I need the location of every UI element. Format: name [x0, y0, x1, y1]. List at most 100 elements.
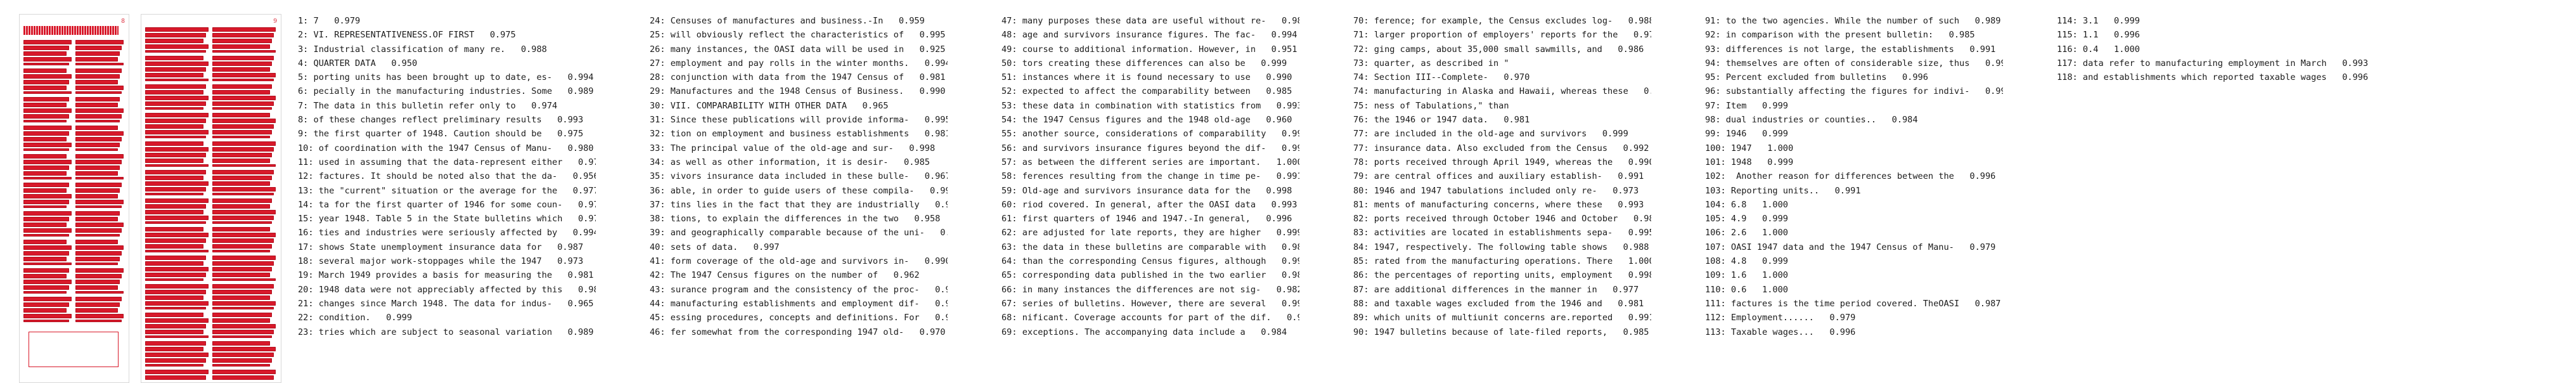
- ocr-line[interactable]: 92: in comparison with the present bulle…: [1705, 30, 1975, 41]
- ocr-line[interactable]: 64: than the corresponding Census figure…: [1001, 256, 1299, 267]
- ocr-line[interactable]: 50: tors creating these differences can …: [1001, 58, 1287, 68]
- page-thumbnail-left[interactable]: 8: [19, 14, 129, 383]
- ocr-line[interactable]: 30: VII. COMPARABILITY WITH OTHER DATA 0…: [650, 100, 889, 111]
- ocr-line[interactable]: 28: conjunction with data from the 1947 …: [650, 72, 946, 83]
- ocr-line[interactable]: 39: and geographically comparable becaus…: [650, 228, 948, 238]
- ocr-line[interactable]: 96: substantially affecting the figures …: [1705, 86, 2003, 97]
- ocr-line[interactable]: 9: the first quarter of 1948. Caution sh…: [298, 129, 584, 140]
- ocr-line[interactable]: 65: corresponding data published in the …: [1001, 270, 1299, 281]
- ocr-line[interactable]: 115: 1.1 0.996: [2057, 30, 2140, 41]
- ocr-line[interactable]: 85: rated from the manufacturing operati…: [1353, 256, 1651, 267]
- ocr-line[interactable]: 48: age and survivors insurance figures.…: [1001, 30, 1298, 41]
- ocr-line[interactable]: 42: The 1947 Census figures on the numbe…: [650, 270, 920, 281]
- ocr-line[interactable]: 44: manufacturing establishments and emp…: [650, 298, 948, 309]
- ocr-line[interactable]: 79: are central offices and auxiliary es…: [1353, 171, 1644, 182]
- ocr-line[interactable]: 45: essing procedures, concepts and defi…: [650, 313, 948, 323]
- ocr-line[interactable]: 73: quarter, as described in ": [1353, 58, 1509, 68]
- ocr-line[interactable]: 54: the 1947 Census figures and the 1948…: [1001, 115, 1292, 126]
- ocr-line[interactable]: 111: factures is the time period covered…: [1705, 298, 2001, 309]
- ocr-line[interactable]: 114: 3.1 0.999: [2057, 16, 2140, 26]
- ocr-line[interactable]: 1: 7 0.979: [298, 16, 361, 26]
- ocr-line[interactable]: 22: condition. 0.999: [298, 313, 413, 323]
- ocr-line[interactable]: 97: Item 0.999: [1705, 100, 1788, 111]
- ocr-line[interactable]: 49: course to additional information. Ho…: [1001, 44, 1298, 55]
- ocr-line[interactable]: 52: expected to affect the comparability…: [1001, 86, 1292, 97]
- ocr-line[interactable]: 12: factures. It should be noted also th…: [298, 171, 596, 182]
- ocr-line[interactable]: 11: used in assuming that the data-repre…: [298, 157, 596, 167]
- ocr-line[interactable]: 4: QUARTER DATA 0.950: [298, 58, 418, 68]
- ocr-line[interactable]: 7: The data in this bulletin refer only …: [298, 100, 558, 111]
- ocr-line[interactable]: 5: porting units has been brought up to …: [298, 72, 594, 83]
- ocr-line[interactable]: 81: ments of manufacturing concerns, whe…: [1353, 199, 1644, 210]
- ocr-line[interactable]: 24: Censuses of manufactures and busines…: [650, 16, 925, 26]
- ocr-line[interactable]: 88: and taxable wages excluded from the …: [1353, 298, 1644, 309]
- ocr-line[interactable]: 38: tions, to explain the differences in…: [650, 214, 941, 224]
- ocr-line[interactable]: 118: and establishments which reported t…: [2057, 72, 2369, 83]
- ocr-line[interactable]: 43: surance program and the consistency …: [650, 284, 948, 295]
- ocr-line[interactable]: 18: several major work-stoppages while t…: [298, 256, 584, 267]
- ocr-line[interactable]: 75: ness of Tabulations," than: [1353, 100, 1509, 111]
- ocr-line[interactable]: 109: 1.6 1.000: [1705, 270, 1788, 281]
- ocr-line[interactable]: 66: in many instances the differences ar…: [1001, 284, 1299, 295]
- ocr-line[interactable]: 27: employment and pay rolls in the wint…: [650, 58, 948, 68]
- ocr-line[interactable]: 90: 1947 bulletins because of late-filed…: [1353, 327, 1649, 337]
- ocr-line[interactable]: 17: shows State unemployment insurance d…: [298, 242, 584, 252]
- ocr-line[interactable]: 74: Section III--Complete- 0.970: [1353, 72, 1530, 83]
- ocr-line[interactable]: 20: 1948 data were not appreciably affec…: [298, 284, 596, 295]
- ocr-line[interactable]: 102: Another reason for differences betw…: [1705, 171, 1996, 182]
- ocr-line[interactable]: 105: 4.9 0.999: [1705, 214, 1788, 224]
- ocr-line[interactable]: 70: ference; for example, the Census exc…: [1353, 16, 1651, 26]
- ocr-line[interactable]: 10: of coordination with the 1947 Census…: [298, 143, 594, 153]
- ocr-line[interactable]: 8: of these changes reflect preliminary …: [298, 115, 584, 126]
- ocr-line[interactable]: 33: The principal value of the old-age a…: [650, 143, 936, 153]
- ocr-line[interactable]: 53: these data in combination with stati…: [1001, 100, 1299, 111]
- ocr-line[interactable]: 110: 0.6 1.000: [1705, 284, 1788, 295]
- ocr-line[interactable]: 3: Industrial classification of many re.…: [298, 44, 547, 55]
- ocr-line[interactable]: 82: ports received through October 1946 …: [1353, 214, 1651, 224]
- ocr-line[interactable]: 62: are adjusted for late reports, they …: [1001, 228, 1299, 238]
- ocr-line[interactable]: 2: VI. REPRESENTATIVENESS.OF FIRST 0.975: [298, 30, 516, 41]
- ocr-line[interactable]: 77: insurance data. Also excluded from t…: [1353, 143, 1649, 153]
- ocr-line[interactable]: 31: Since these publications will provid…: [650, 115, 948, 126]
- ocr-line[interactable]: 100: 1947 1.000: [1705, 143, 1794, 153]
- ocr-line[interactable]: 51: instances where it is found necessar…: [1001, 72, 1292, 83]
- ocr-line[interactable]: 107: OASI 1947 data and the 1947 Census …: [1705, 242, 1996, 252]
- ocr-line[interactable]: 117: data refer to manufacturing employm…: [2057, 58, 2369, 68]
- ocr-line[interactable]: 13: the "current" situation or the avera…: [298, 185, 596, 196]
- ocr-line[interactable]: 95: Percent excluded from bulletins 0.99…: [1705, 72, 1928, 83]
- ocr-line[interactable]: 93: differences is not large, the establ…: [1705, 44, 1996, 55]
- ocr-line[interactable]: 67: series of bulletins. However, there …: [1001, 298, 1299, 309]
- ocr-line[interactable]: 29: Manufactures and the 1948 Census of …: [650, 86, 946, 97]
- ocr-line[interactable]: 14: ta for the first quarter of 1946 for…: [298, 199, 596, 210]
- ocr-line[interactable]: 68: nificant. Coverage accounts for part…: [1001, 313, 1299, 323]
- ocr-line[interactable]: 104: 6.8 1.000: [1705, 199, 1788, 210]
- ocr-line[interactable]: 23: tries which are subject to seasonal …: [298, 327, 594, 337]
- ocr-line[interactable]: 16: ties and industries were seriously a…: [298, 228, 596, 238]
- ocr-line[interactable]: 99: 1946 0.999: [1705, 129, 1788, 140]
- ocr-line[interactable]: 76: the 1946 or 1947 data. 0.981: [1353, 115, 1530, 126]
- ocr-line[interactable]: 101: 1948 0.999: [1705, 157, 1794, 167]
- ocr-line[interactable]: 106: 2.6 1.000: [1705, 228, 1788, 238]
- ocr-line[interactable]: 37: tins lies in the fact that they are …: [650, 199, 948, 210]
- ocr-line[interactable]: 21: changes since March 1948. The data f…: [298, 298, 594, 309]
- ocr-line[interactable]: 108: 4.8 0.999: [1705, 256, 1788, 267]
- ocr-line[interactable]: 80: 1946 and 1947 tabulations included o…: [1353, 185, 1639, 196]
- ocr-line[interactable]: 113: Taxable wages... 0.996: [1705, 327, 1856, 337]
- ocr-line[interactable]: 32: tion on employment and business esta…: [650, 129, 948, 140]
- ocr-line[interactable]: 86: the percentages of reporting units, …: [1353, 270, 1651, 281]
- ocr-line[interactable]: 63: the data in these bulletins are comp…: [1001, 242, 1299, 252]
- ocr-line[interactable]: 74: manufacturing in Alaska and Hawaii, …: [1353, 86, 1651, 97]
- ocr-line[interactable]: 98: dual industries or counties.. 0.984: [1705, 115, 1918, 126]
- ocr-line[interactable]: 72: ging camps, about 35,000 small sawmi…: [1353, 44, 1644, 55]
- ocr-line[interactable]: 69: exceptions. The accompanying data in…: [1001, 327, 1287, 337]
- ocr-line[interactable]: 58: ferences resulting from the change i…: [1001, 171, 1299, 182]
- ocr-line[interactable]: 36: able, in order to guide users of the…: [650, 185, 948, 196]
- ocr-line[interactable]: 40: sets of data. 0.997: [650, 242, 780, 252]
- ocr-line[interactable]: 25: will obviously reflect the character…: [650, 30, 946, 41]
- ocr-line[interactable]: 41: form coverage of the old-age and sur…: [650, 256, 948, 267]
- ocr-line[interactable]: 15: year 1948. Table 5 in the State bull…: [298, 214, 596, 224]
- ocr-line[interactable]: 26: many instances, the OASI data will b…: [650, 44, 946, 55]
- ocr-line[interactable]: 83: activities are located in establishm…: [1353, 228, 1651, 238]
- ocr-line[interactable]: 60: riod covered. In general, after the …: [1001, 199, 1298, 210]
- ocr-line[interactable]: 19: March 1949 provides a basis for meas…: [298, 270, 594, 281]
